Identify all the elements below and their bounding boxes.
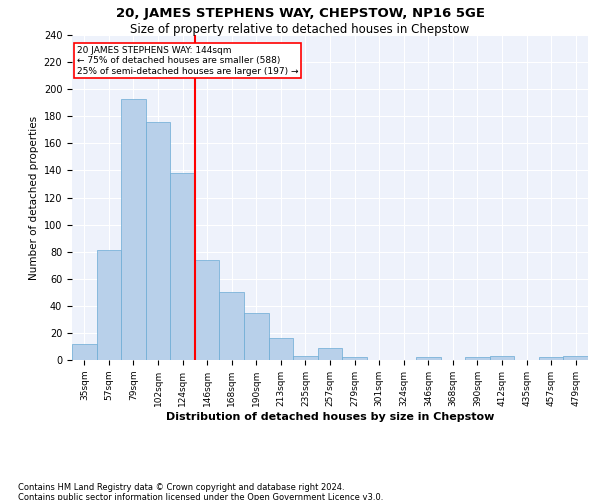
Text: 20 JAMES STEPHENS WAY: 144sqm
← 75% of detached houses are smaller (588)
25% of : 20 JAMES STEPHENS WAY: 144sqm ← 75% of d… xyxy=(77,46,298,76)
Bar xyxy=(342,358,367,360)
Bar xyxy=(490,356,514,360)
Bar xyxy=(146,122,170,360)
Bar xyxy=(121,98,146,360)
Bar xyxy=(318,348,342,360)
Bar xyxy=(97,250,121,360)
Bar xyxy=(220,292,244,360)
X-axis label: Distribution of detached houses by size in Chepstow: Distribution of detached houses by size … xyxy=(166,412,494,422)
Bar xyxy=(244,312,269,360)
Bar xyxy=(195,260,220,360)
Bar xyxy=(170,173,195,360)
Y-axis label: Number of detached properties: Number of detached properties xyxy=(29,116,40,280)
Text: Size of property relative to detached houses in Chepstow: Size of property relative to detached ho… xyxy=(130,22,470,36)
Bar xyxy=(269,338,293,360)
Text: Contains HM Land Registry data © Crown copyright and database right 2024.: Contains HM Land Registry data © Crown c… xyxy=(18,482,344,492)
Bar xyxy=(539,358,563,360)
Text: Contains public sector information licensed under the Open Government Licence v3: Contains public sector information licen… xyxy=(18,492,383,500)
Bar xyxy=(293,356,318,360)
Bar xyxy=(465,358,490,360)
Bar xyxy=(72,344,97,360)
Text: 20, JAMES STEPHENS WAY, CHEPSTOW, NP16 5GE: 20, JAMES STEPHENS WAY, CHEPSTOW, NP16 5… xyxy=(115,8,485,20)
Bar xyxy=(416,358,440,360)
Bar xyxy=(563,356,588,360)
